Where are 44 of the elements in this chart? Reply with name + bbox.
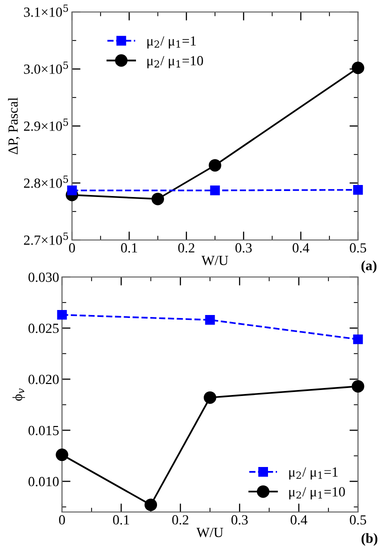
x-tick-label: 0 — [59, 515, 65, 525]
text: (b) — [362, 533, 378, 546]
x-tick-label: 0.3 — [231, 515, 248, 525]
point — [144, 498, 158, 512]
y-tick-label: 0.020 — [28, 374, 59, 384]
y-tick-label: 0.030 — [28, 272, 59, 282]
point — [152, 192, 164, 206]
y-tick-label: 3.1×10$^{5}$ — [24, 4, 68, 17]
x-tick-label: 0.5 — [350, 515, 366, 525]
legend-label: μ$_{2}$/ μ$_{1}$=1 — [289, 467, 338, 480]
x-axis-title: W/U — [196, 528, 224, 538]
x-tick-label: 0 — [69, 243, 75, 253]
point — [67, 186, 77, 196]
x-tick-label: 0.1 — [113, 515, 130, 525]
y-axis-title: ϕ$_{v}$ — [12, 388, 26, 401]
point — [353, 184, 363, 195]
x-tick-label: 0.1 — [121, 243, 138, 253]
x-tick-label: 0.4 — [292, 243, 310, 253]
x-tick-label: 0.2 — [172, 515, 188, 525]
y-tick-label: 2.9×10$^{5}$ — [24, 118, 68, 131]
legend-label: μ$_{2}$/ μ$_{1}$=10 — [147, 56, 204, 68]
text: (a) — [361, 260, 376, 274]
point — [204, 391, 216, 404]
x-tick-label: 0.5 — [350, 243, 366, 253]
point — [352, 380, 364, 393]
y-tick-label: 0.010 — [28, 476, 59, 486]
x-tick-label: 0.2 — [178, 243, 194, 253]
y-tick-label: 0.025 — [28, 324, 59, 334]
point — [208, 159, 222, 172]
legend-label: μ$_{2}$/ μ$_{1}$=1 — [147, 36, 196, 48]
point — [210, 186, 220, 196]
y-tick-label: 2.8×10$^{5}$ — [24, 176, 68, 188]
point — [353, 334, 363, 344]
x-tick-label: 0.3 — [235, 243, 252, 253]
point — [57, 310, 67, 320]
x-tick-label: 0.4 — [290, 515, 308, 525]
legend-label: μ$_{2}$/ μ$_{1}$=10 — [289, 487, 345, 500]
point — [56, 448, 68, 462]
x-axis-title: W/U — [202, 256, 228, 266]
y-tick-label: 3.0×10$^{5}$ — [24, 62, 68, 74]
y-tick-label: 2.7×10$^{5}$ — [24, 232, 68, 245]
y-tick-label: 0.015 — [28, 426, 59, 436]
point — [205, 315, 215, 325]
y-axis-title: ΔP, Pascal — [8, 98, 20, 154]
